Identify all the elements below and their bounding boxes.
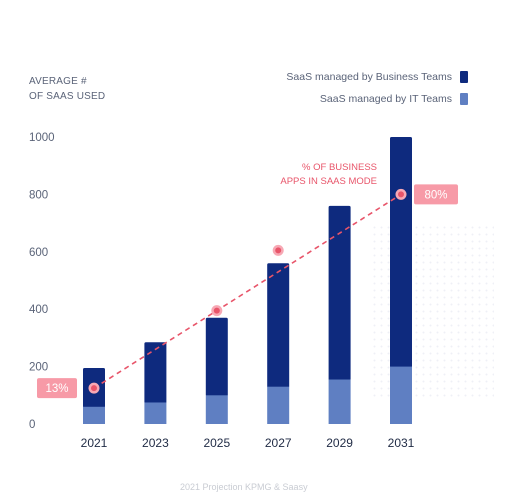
bar-it-2023	[144, 402, 167, 424]
legend-item-business: SaaS managed by Business Teams	[286, 70, 468, 84]
y-axis-title: AVERAGE # OF SAAS USED	[29, 74, 105, 104]
x-tick-label: 2025	[203, 436, 230, 450]
legend: SaaS managed by Business Teams SaaS mana…	[286, 70, 468, 114]
overlay-point-2027	[275, 247, 282, 254]
bar-it-2021	[83, 406, 105, 424]
overlay-point-2031	[398, 191, 404, 198]
legend-swatch-it	[460, 93, 468, 105]
y-tick-label: 800	[29, 189, 48, 201]
overlay-caption-line-1: % OF BUSINESS	[302, 162, 377, 173]
y-tick-label: 400	[29, 304, 48, 316]
overlay-label-start: 13%	[45, 383, 68, 395]
overlay-point-2025	[213, 307, 220, 314]
bar-business-2031	[390, 137, 412, 368]
legend-item-it: SaaS managed by IT Teams	[286, 92, 468, 106]
y-tick-label: 0	[29, 419, 35, 431]
bar-it-2029	[328, 379, 351, 424]
y-axis-title-line-1: AVERAGE #	[29, 76, 87, 87]
legend-swatch-business	[460, 71, 468, 83]
overlay-point-2021	[91, 385, 97, 392]
bar-business-2027	[267, 263, 290, 388]
overlay-caption-line-2: APPS IN SAAS MODE	[280, 176, 377, 187]
x-tick-label: 2027	[265, 436, 292, 450]
x-tick-label: 2023	[142, 436, 169, 450]
y-tick-label: 200	[29, 362, 48, 374]
x-tick-label: 2029	[326, 436, 353, 450]
source-footnote: 2021 Projection KPMG & Saasy	[180, 482, 308, 492]
x-tick-label: 2031	[388, 436, 415, 450]
legend-label-business: SaaS managed by Business Teams	[286, 71, 452, 83]
overlay-label-box-end	[414, 184, 458, 205]
y-tick-label: 1000	[29, 132, 55, 144]
legend-label-it: SaaS managed by IT Teams	[319, 93, 452, 105]
overlay-label-box-start	[37, 378, 77, 399]
bar-business-2025	[205, 317, 228, 397]
overlay-label-end: 80%	[424, 189, 447, 201]
y-tick-label: 600	[29, 247, 48, 259]
bar-it-2025	[205, 395, 228, 424]
x-tick-label: 2021	[81, 436, 108, 450]
bar-it-2027	[267, 386, 290, 424]
bar-business-2029	[328, 205, 351, 381]
bar-it-2031	[390, 366, 412, 424]
bar-business-2023	[144, 342, 167, 404]
y-axis-title-line-2: OF SAAS USED	[29, 91, 106, 102]
overlay-dashed-line	[93, 193, 402, 389]
